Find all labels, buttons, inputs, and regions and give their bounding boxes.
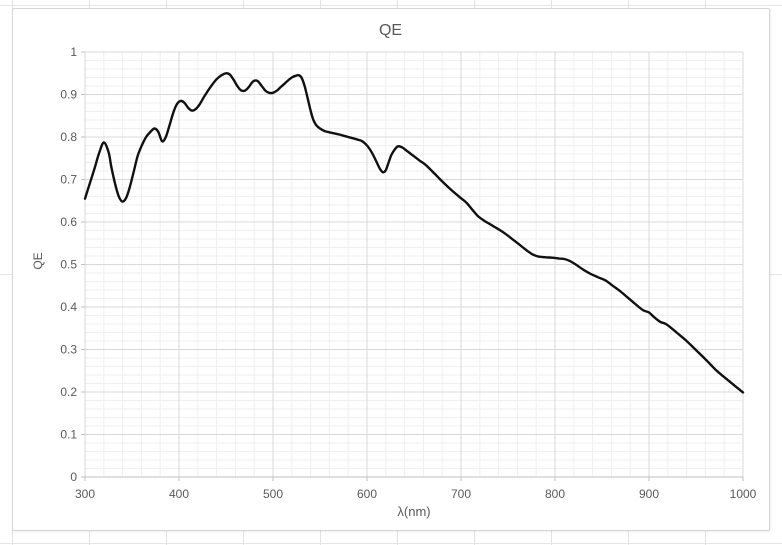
y-tick-label: 1	[70, 45, 77, 59]
y-tick-label: 0.2	[60, 385, 77, 399]
y-tick-label: 0	[70, 470, 77, 484]
y-tick-label: 0.6	[60, 215, 77, 229]
qe-series-curve	[83, 72, 745, 394]
y-tick-label: 0.3	[60, 343, 77, 357]
y-tick-label: 0.9	[60, 88, 77, 102]
x-tick-label: 500	[263, 487, 283, 501]
x-axis-title: λ(nm)	[397, 504, 431, 519]
x-tick-label: 400	[169, 487, 189, 501]
y-tick-label: 0.7	[60, 173, 77, 187]
x-tick-label: 700	[451, 487, 471, 501]
x-tick-label: 1000	[730, 487, 757, 501]
x-tick-label: 900	[639, 487, 659, 501]
y-tick-label: 0.1	[60, 428, 77, 442]
x-tick-label: 800	[545, 487, 565, 501]
x-tick-label: 300	[75, 487, 95, 501]
chart-title: QE	[378, 22, 403, 39]
y-tick-label: 0.8	[60, 130, 77, 144]
y-tick-label: 0.5	[60, 258, 77, 272]
x-tick-label: 600	[357, 487, 377, 501]
y-tick-label: 0.4	[60, 300, 77, 314]
chart-frame	[12, 8, 770, 531]
